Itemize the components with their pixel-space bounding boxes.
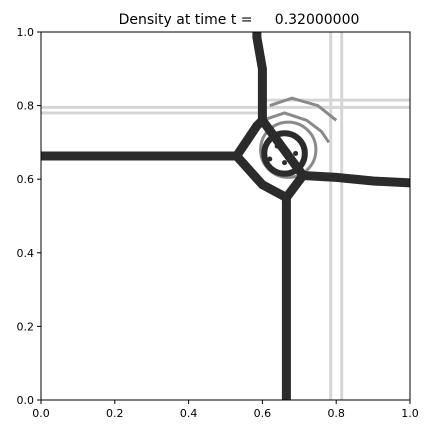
vortex-core-dot-4 xyxy=(274,143,280,149)
plot-frame xyxy=(40,31,411,401)
x-tick-label: 1.0 xyxy=(401,407,419,420)
y-tick-label: 1.0 xyxy=(17,26,35,39)
vortex-core-dot-2 xyxy=(282,160,288,166)
diamond-contact xyxy=(232,113,309,204)
y-tick-label: 0.2 xyxy=(17,320,35,333)
vortex-core-dot-1 xyxy=(267,156,273,162)
x-tick-label: 0.6 xyxy=(254,407,272,420)
x-tick-label: 0.8 xyxy=(327,407,345,420)
inner-vortex-ring xyxy=(261,130,308,177)
y-tick-label: 0.6 xyxy=(17,173,35,186)
plot-background xyxy=(41,32,410,400)
y-tick-label: 0.0 xyxy=(17,394,35,407)
chart-title: Density at time t = 0.32000000 xyxy=(119,12,360,28)
vortex-arc-2 xyxy=(269,96,338,122)
plot-area xyxy=(41,32,410,400)
axes: 0.0 0.2 0.4 0.6 0.8 1.0 0.0 0.2 0.4 0.6 0.8 1.0 xyxy=(17,26,419,420)
vertical-shock-top xyxy=(252,32,267,121)
y-tick-label: 0.4 xyxy=(17,247,35,260)
x-tick-label: 0.4 xyxy=(180,407,198,420)
horizontal-shock-right xyxy=(302,171,410,188)
x-tick-label: 0.0 xyxy=(32,407,50,420)
vortex-arc-1 xyxy=(261,111,331,144)
y-tick-label: 0.8 xyxy=(17,100,35,113)
x-tick-label: 0.2 xyxy=(106,407,124,420)
outer-vortex-ring xyxy=(259,120,318,179)
vortex-core-dot-3 xyxy=(293,150,299,156)
